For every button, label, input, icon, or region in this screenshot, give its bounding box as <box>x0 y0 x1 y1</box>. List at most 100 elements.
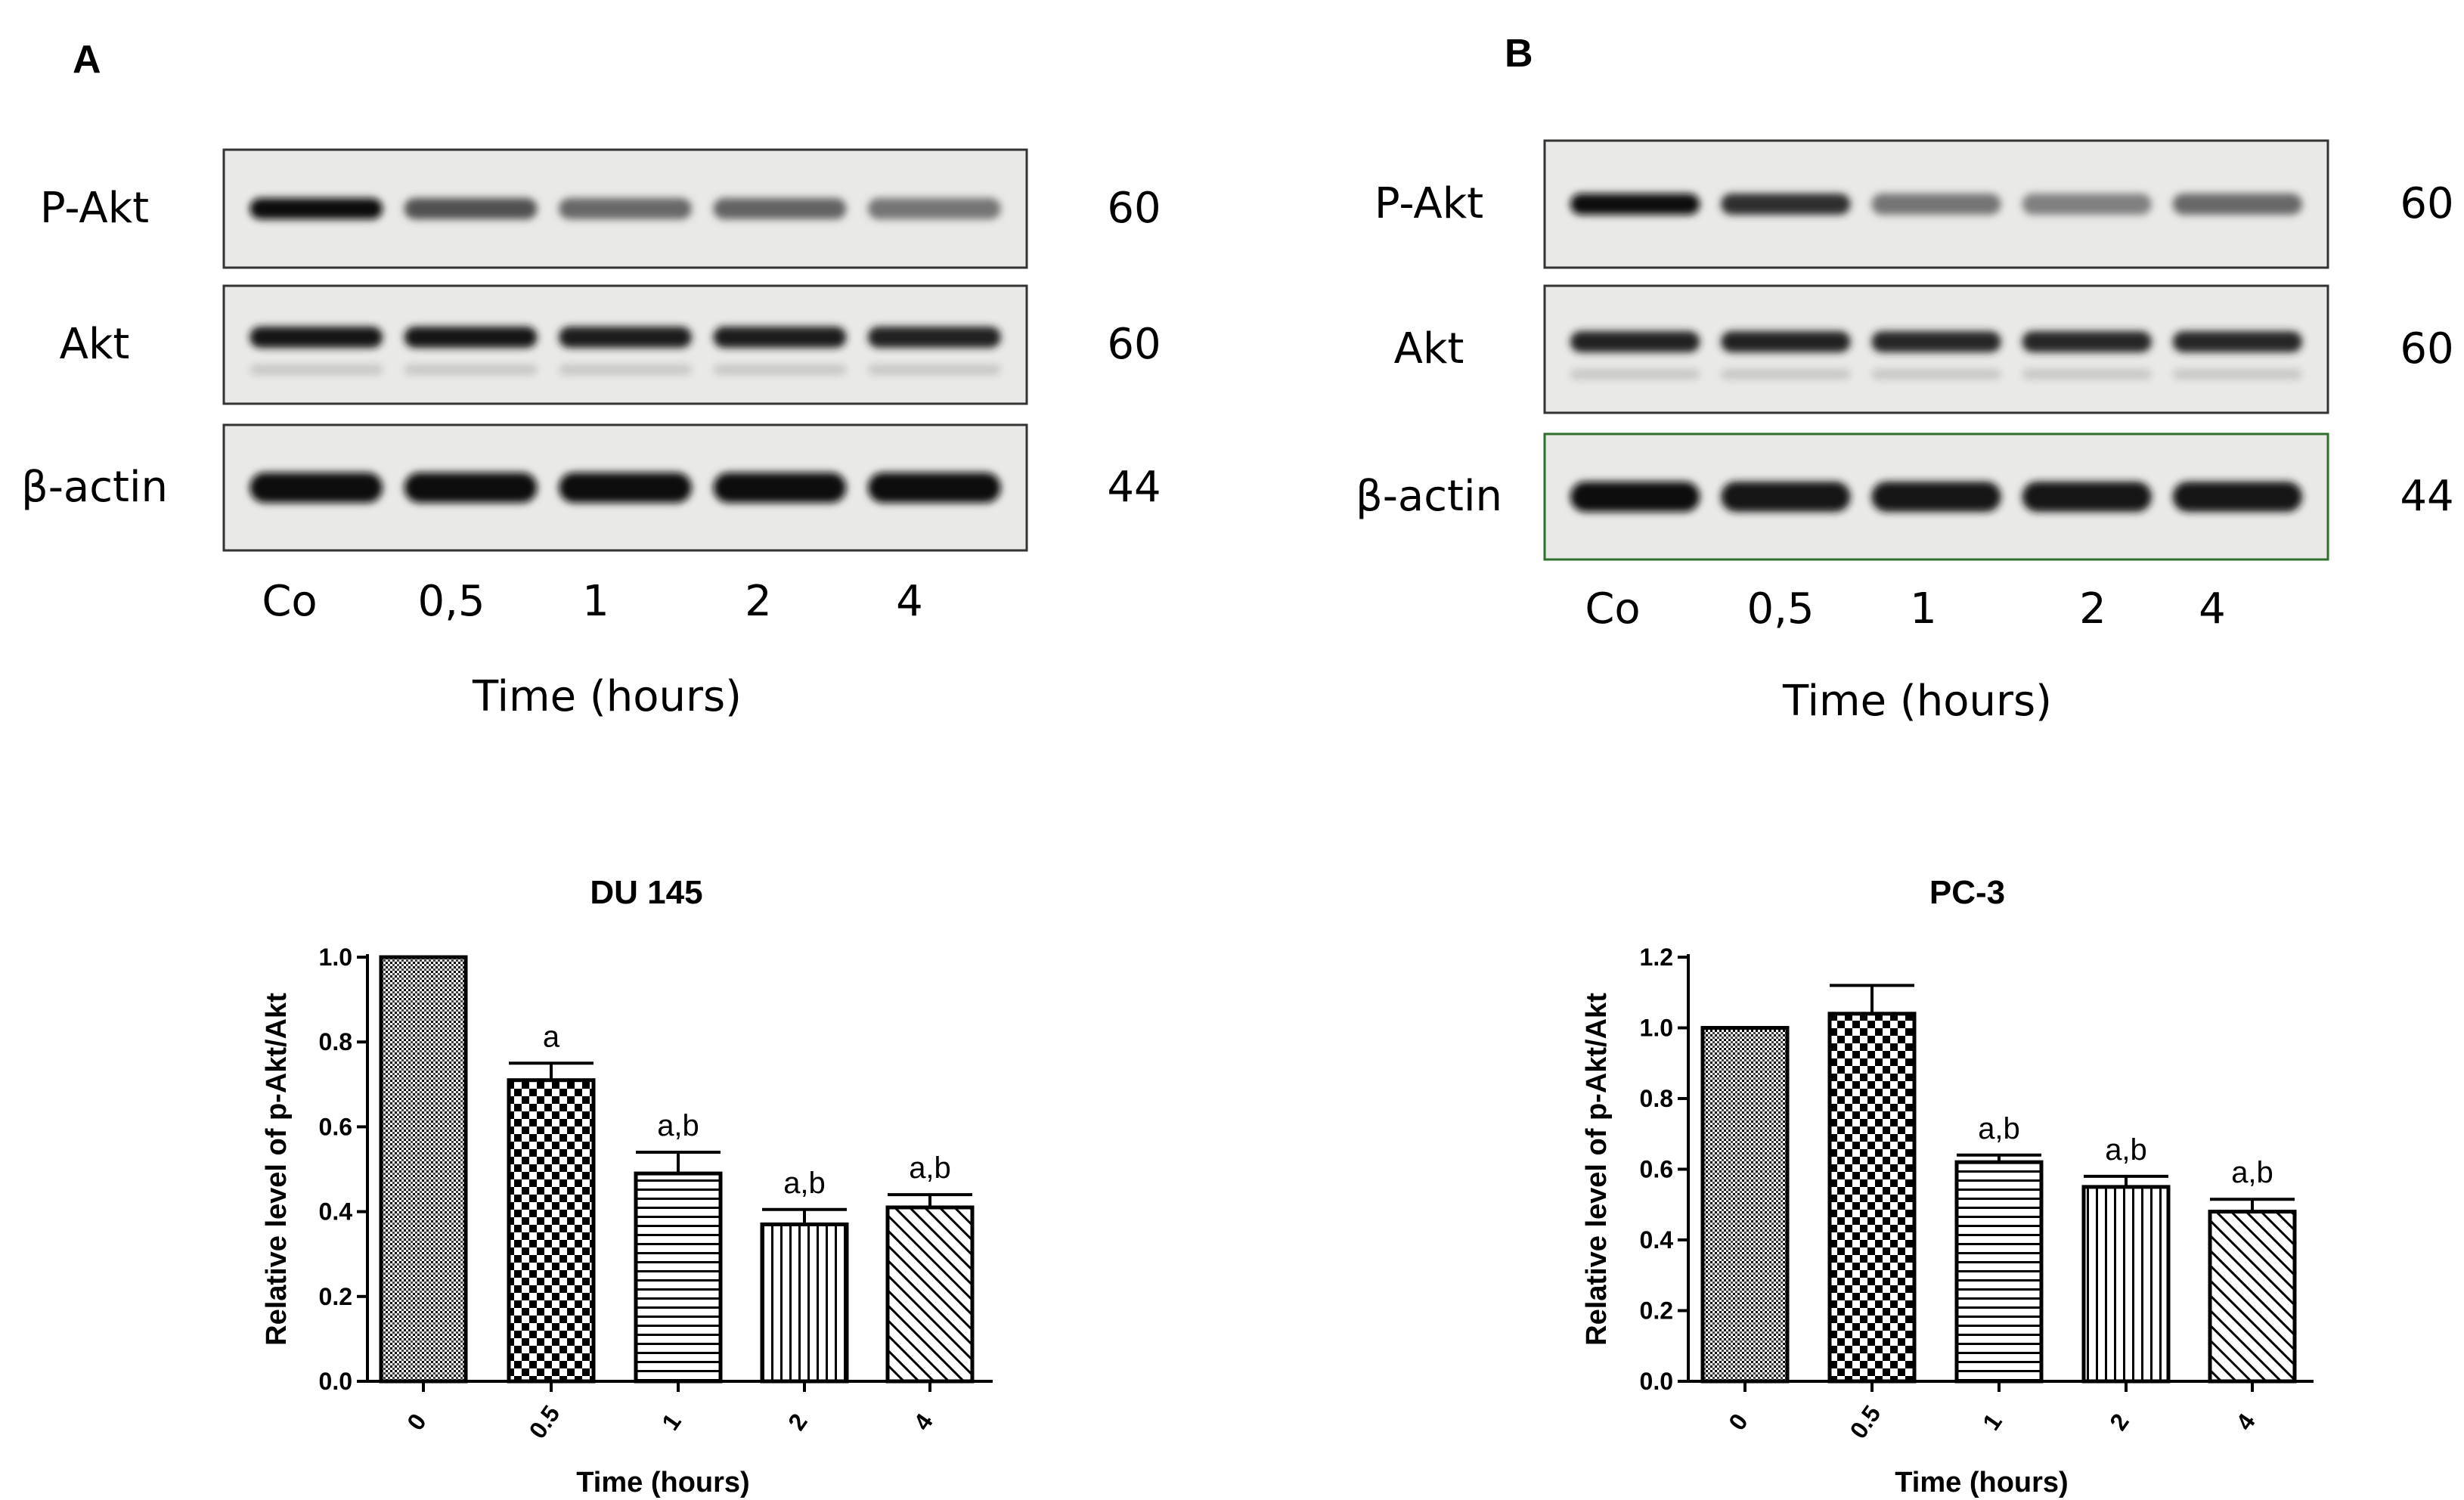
molecular-weight-label: 44 <box>2400 472 2453 521</box>
lane-label: 4 <box>2199 584 2226 634</box>
blot-band <box>2172 194 2303 215</box>
blot-faint-band <box>867 364 1001 375</box>
blot-row-label: β-actin <box>21 463 168 512</box>
molecular-weight-label: 44 <box>1107 463 1161 512</box>
bar <box>760 1222 849 1384</box>
blot-band <box>559 198 692 219</box>
blot-band <box>2172 331 2303 352</box>
blot-band <box>867 327 1001 348</box>
blot-band <box>2022 194 2152 215</box>
lane-label: 2 <box>745 577 772 626</box>
y-tick-label: 0.0 <box>319 1368 352 1395</box>
blot-axis-label: Time (hours) <box>1782 677 2052 726</box>
blot-band <box>404 327 538 348</box>
y-tick-label: 0.6 <box>319 1113 352 1140</box>
blot-band <box>2022 331 2152 352</box>
x-tick-label: 1 <box>1977 1409 2007 1435</box>
blot-faint-band <box>249 364 383 375</box>
lane-label: 0,5 <box>417 577 485 626</box>
blot-band <box>1871 194 2001 215</box>
blot-band <box>1721 194 1851 215</box>
blot-band <box>1721 482 1851 512</box>
lane-label: 0,5 <box>1746 584 1814 634</box>
y-tick-label: 1.0 <box>319 944 352 971</box>
blot-faint-band <box>559 364 692 375</box>
x-tick-label: 2 <box>783 1409 813 1435</box>
molecular-weight-label: 60 <box>1107 184 1161 233</box>
blot-row-label: β-actin <box>1356 472 1502 521</box>
y-tick-label: 0.4 <box>319 1198 353 1226</box>
x-tick-label: 1 <box>656 1409 687 1435</box>
bar <box>507 1078 596 1384</box>
blot-panel-b: B P-Akt 60 Akt 60 β-actin 44 Co 0,5 1 2 4 Time (hour… <box>1356 32 2454 726</box>
y-tick-label: 0.6 <box>1640 1156 1673 1183</box>
bar-chart-2: PC-3 0.0 0.2 0.4 0.6 0.8 1.0 1.2 Relative level … <box>1581 874 2314 1498</box>
blot-row-label: P-Akt <box>40 184 149 233</box>
bar <box>1954 1160 2044 1384</box>
y-axis-title: Relative level of p-Akt/Akt <box>1581 993 1613 1346</box>
blot-band <box>1871 331 2001 352</box>
blot-band <box>249 198 383 219</box>
lane-label: 4 <box>896 577 923 626</box>
panel-letter: B <box>1505 32 1533 76</box>
blot-band <box>1570 194 1700 215</box>
blot-band <box>559 327 692 348</box>
blot-axis-label: Time (hours) <box>472 672 742 721</box>
significance-label: a,b <box>783 1167 826 1200</box>
blot-row-label: Akt <box>60 320 130 369</box>
significance-label: a,b <box>657 1109 699 1142</box>
significance-label: a,b <box>909 1151 951 1185</box>
molecular-weight-label: 60 <box>2400 179 2453 228</box>
chart-title: DU 145 <box>590 874 702 911</box>
western-blot-layer: A P-Akt 60 Akt 60 β-actin 44 Co 0,5 1 2 4 Time (hour… <box>21 32 2454 726</box>
blot-band <box>2022 482 2152 512</box>
blot-band <box>249 327 383 348</box>
x-tick-label: 4 <box>908 1409 938 1435</box>
blot-band <box>713 327 847 348</box>
blot-band <box>1570 482 1700 512</box>
chart-title: PC-3 <box>1929 874 2005 911</box>
x-tick-label: 4 <box>2230 1409 2261 1435</box>
y-axis-title: Relative level of p-Akt/Akt <box>261 993 293 1346</box>
x-axis-title: Time (hours) <box>1895 1467 2068 1498</box>
y-tick-label: 0.8 <box>319 1028 352 1055</box>
y-tick-label: 0.8 <box>1640 1085 1673 1112</box>
x-tick-label: 0 <box>401 1409 432 1435</box>
x-tick-label: 0.5 <box>523 1400 565 1443</box>
molecular-weight-label: 60 <box>2400 324 2453 373</box>
bar <box>1700 1026 1790 1384</box>
blot-band <box>1570 331 1700 352</box>
blot-row-label: Akt <box>1394 324 1464 373</box>
blot-band <box>867 473 1001 503</box>
panel-letter: A <box>73 38 101 82</box>
significance-label: a,b <box>1978 1112 2020 1145</box>
bar <box>1827 1012 1917 1384</box>
x-tick-label: 0.5 <box>1844 1400 1886 1443</box>
significance-label: a <box>543 1020 560 1053</box>
blot-panel-a: A P-Akt 60 Akt 60 β-actin 44 Co 0,5 1 2 4 Time (hour… <box>21 38 1161 721</box>
bar-chart-layer: DU 145 0.0 0.2 0.4 0.6 0.8 1.0 Relative level o… <box>261 874 2314 1498</box>
y-tick-label: 0.4 <box>1640 1226 1674 1254</box>
blot-band <box>1721 331 1851 352</box>
blot-faint-band <box>404 364 538 375</box>
y-tick-label: 0.2 <box>1640 1297 1673 1325</box>
x-axis-title: Time (hours) <box>576 1467 749 1498</box>
lane-label: Co <box>1585 584 1640 634</box>
significance-label: a,b <box>2105 1133 2147 1167</box>
bar <box>379 955 468 1384</box>
blot-faint-band <box>2172 369 2303 380</box>
molecular-weight-label: 60 <box>1107 320 1161 369</box>
lane-label: 1 <box>1910 584 1937 634</box>
blot-band <box>404 473 538 503</box>
y-tick-label: 0.2 <box>319 1283 352 1310</box>
blot-band <box>2172 482 2303 512</box>
blot-band <box>249 473 383 503</box>
blot-faint-band <box>713 364 847 375</box>
blot-faint-band <box>1721 369 1851 380</box>
blot-row-label: P-Akt <box>1375 179 1483 228</box>
blot-band <box>713 473 847 503</box>
blot-faint-band <box>2022 369 2152 380</box>
blot-band <box>713 198 847 219</box>
blot-faint-band <box>1570 369 1700 380</box>
